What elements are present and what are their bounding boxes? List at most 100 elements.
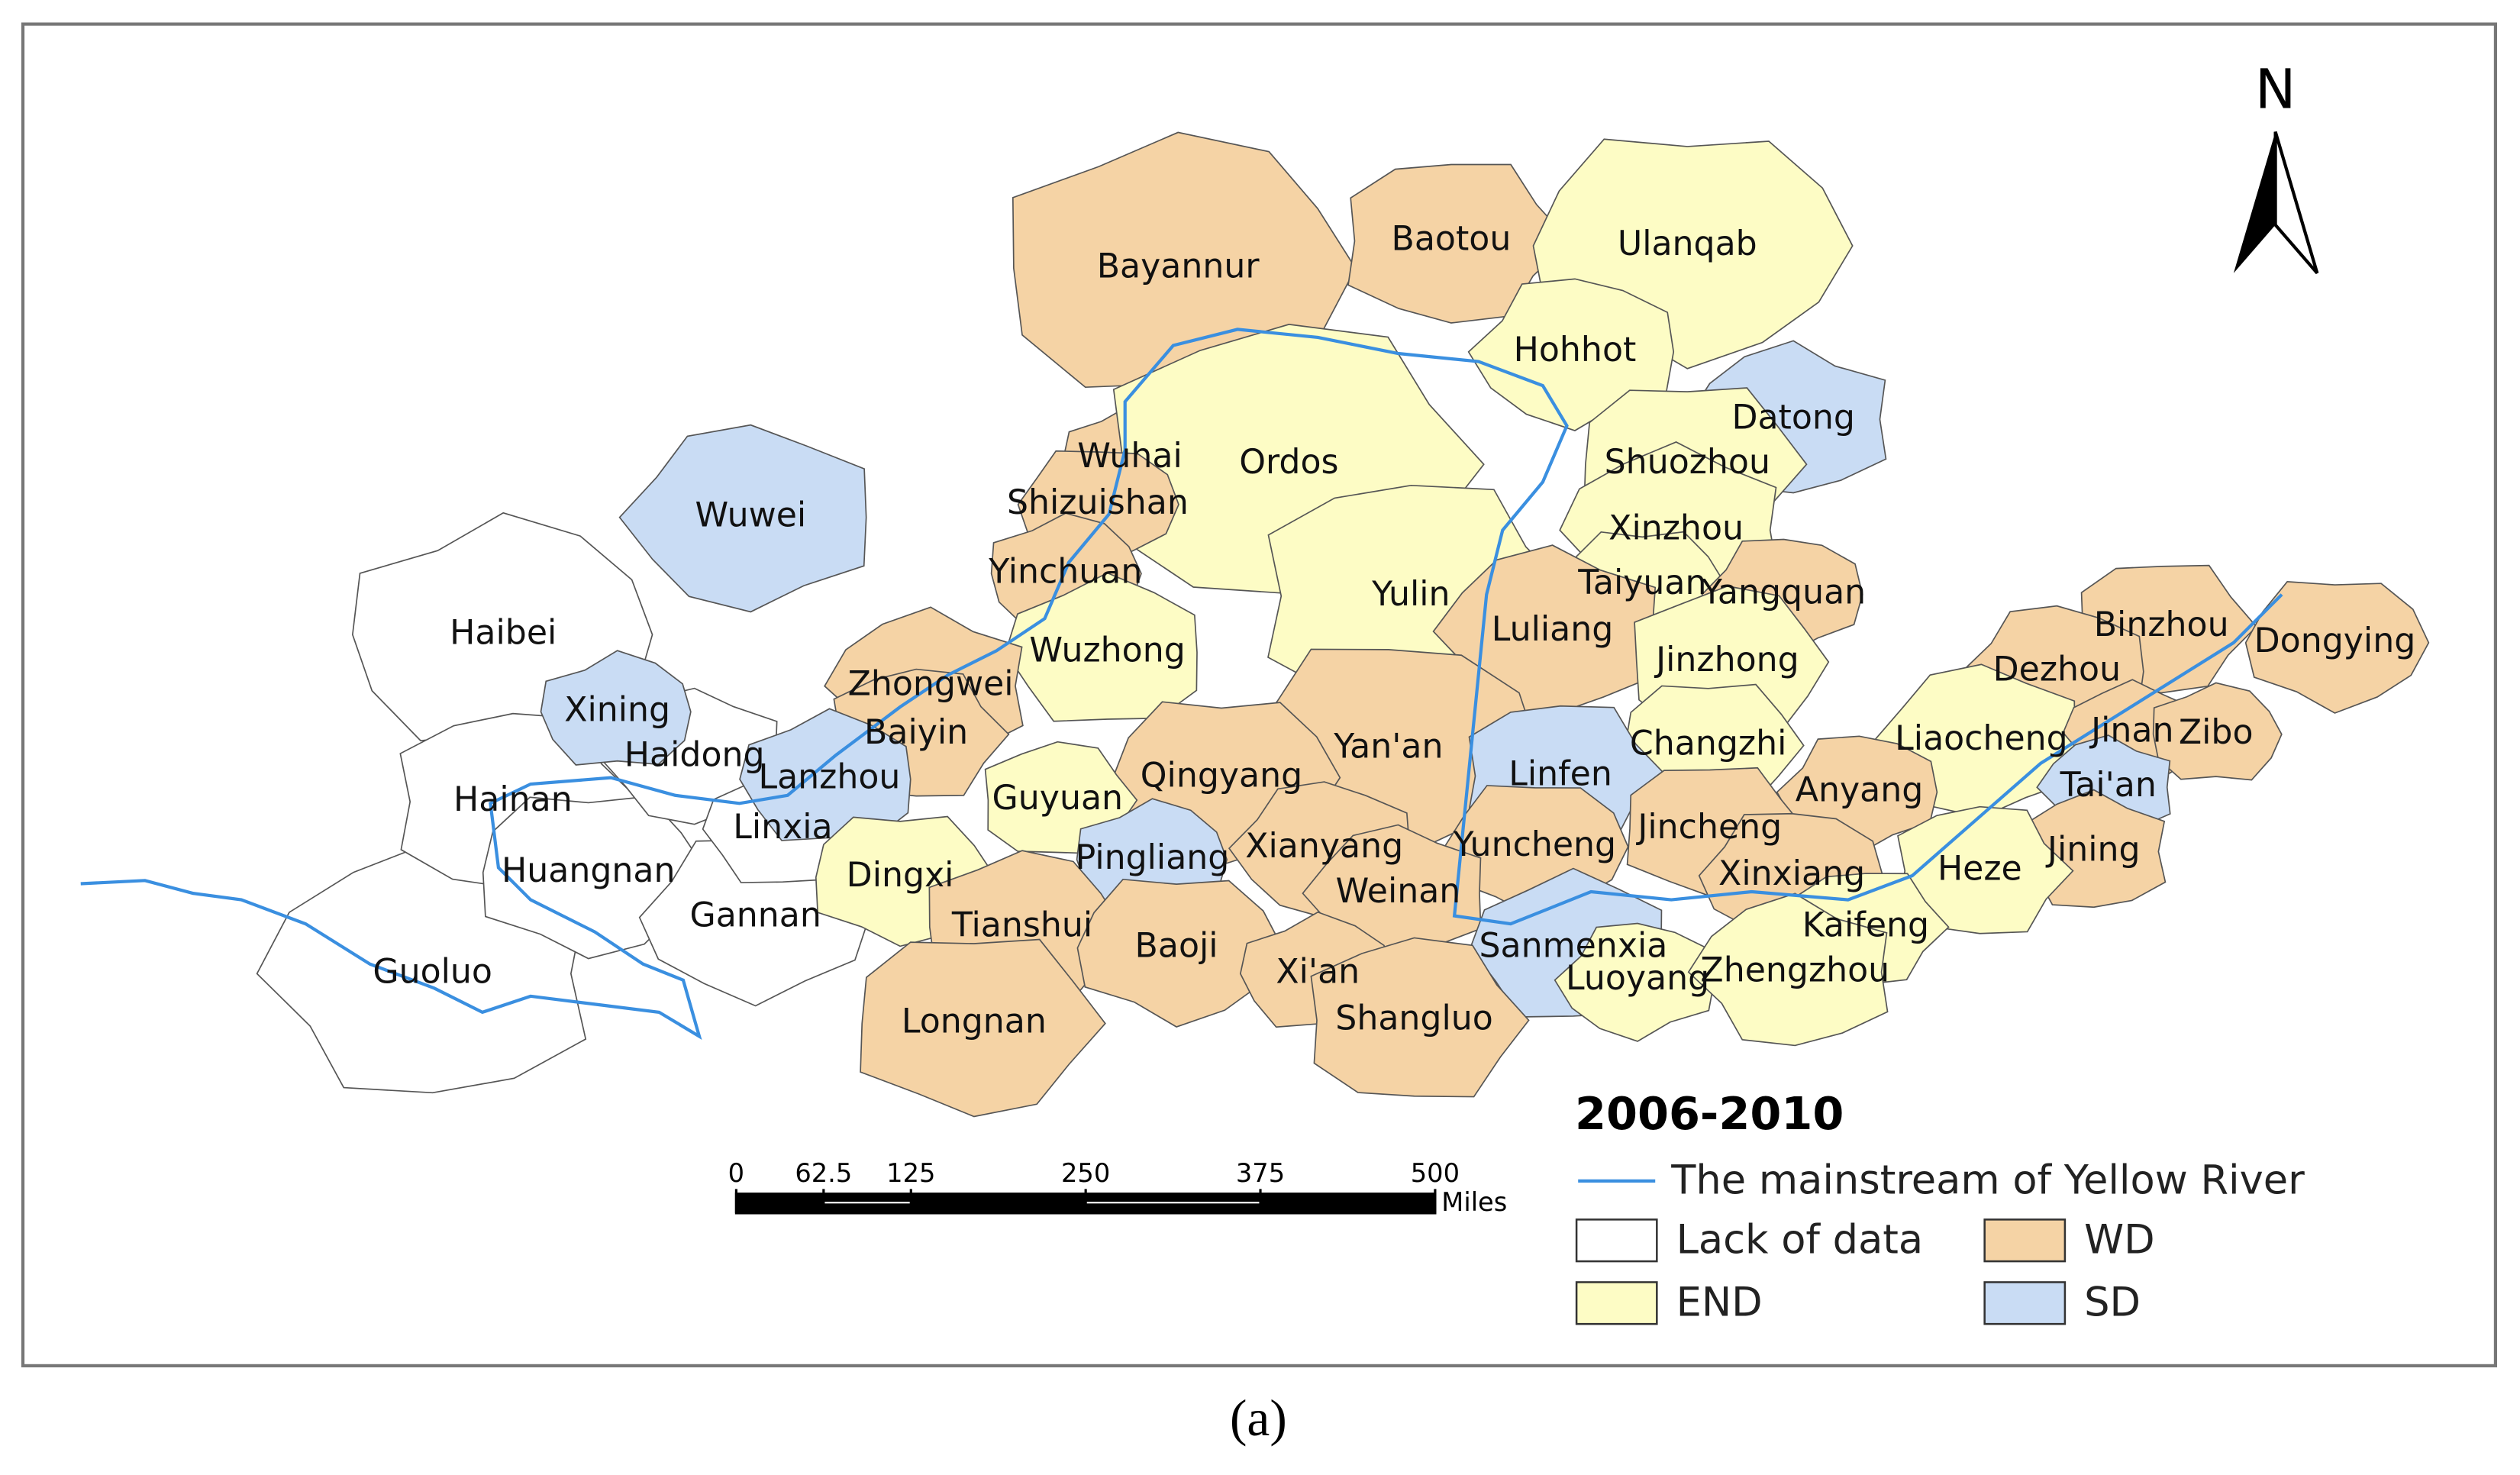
region-label: Wuzhong (1029, 631, 1185, 670)
legend-label: END (1676, 1280, 1763, 1326)
legend-label: WD (2084, 1216, 2155, 1263)
region-label: Haidong (624, 735, 765, 774)
region-label: Binzhou (2094, 605, 2229, 644)
region-label: Zhengzhou (1700, 951, 1889, 989)
region-label: Linfen (1508, 755, 1612, 794)
region (1076, 878, 1284, 1028)
caption: (a) (1230, 1389, 1287, 1447)
region (860, 938, 1106, 1118)
legend-label: Lack of data (1676, 1216, 1924, 1263)
region-label: Huangnan (502, 851, 675, 890)
region-label: Hainan (453, 780, 573, 819)
north-label: N (2255, 58, 2296, 121)
scale-segment (736, 1193, 824, 1213)
region-label: Guoluo (373, 952, 492, 991)
scale-tick-label: 125 (886, 1158, 935, 1188)
legend: 2006-2010 The mainstream of Yellow River… (1575, 1087, 2305, 1326)
region-label: Lanzhou (758, 758, 900, 797)
scale-segment (1086, 1193, 1261, 1202)
region-label: Haibei (450, 613, 557, 652)
region-label: Luliang (1492, 610, 1614, 649)
regions (256, 131, 2430, 1118)
region-label: Taiyuan (1577, 563, 1706, 602)
region-label: Tai'an (2060, 766, 2157, 805)
scale-tick-label: 500 (1411, 1158, 1460, 1188)
legend-river-label: The mainstream of Yellow River (1670, 1157, 2305, 1204)
north-arrow: N (2233, 58, 2319, 275)
north-arrow-right (2273, 131, 2319, 275)
region-label: Shuozhou (1605, 443, 1770, 482)
region-label: Xi'an (1276, 952, 1360, 991)
region-label: Zhongwei (848, 665, 1014, 704)
region (1897, 805, 2074, 934)
region-label: Wuhai (1077, 437, 1182, 476)
region-label: Zibo (2179, 713, 2254, 752)
region-label: Yan'an (1333, 728, 1443, 767)
region (618, 424, 867, 613)
region-label: Xining (564, 690, 670, 729)
legend-label: SD (2084, 1280, 2141, 1326)
region-label: Anyang (1796, 771, 1924, 810)
region-label: Yinchuan (988, 552, 1142, 591)
scale-tick-label: 62.5 (795, 1158, 852, 1188)
region-label: Jinzhong (1654, 641, 1799, 679)
region-label: Gannan (689, 896, 821, 935)
region-label: Yulin (1371, 575, 1450, 614)
legend-title: 2006-2010 (1575, 1087, 1844, 1140)
region (1554, 922, 1715, 1042)
region-label: Ordos (1239, 443, 1338, 482)
scale-segment (823, 1203, 912, 1213)
region-label: Weinan (1336, 872, 1461, 911)
region-label: Sanmenxia (1479, 927, 1667, 966)
region-label: Jining (2045, 830, 2141, 869)
region-label: Changzhi (1630, 725, 1786, 763)
yellow-river (80, 328, 2283, 1040)
region-label: Yangquan (1701, 573, 1866, 612)
region-label: Longnan (902, 1002, 1047, 1041)
region-label: Kaifeng (1802, 905, 1929, 944)
scale-tick-label: 375 (1236, 1158, 1285, 1188)
scale-segment (1086, 1203, 1261, 1213)
region-label: Shizuishan (1007, 483, 1189, 522)
legend-swatch (1983, 1281, 2067, 1325)
legend-swatch (1983, 1218, 2067, 1263)
region-label: Hohhot (1514, 331, 1637, 370)
region (540, 650, 692, 766)
region-label: Bayannur (1097, 247, 1260, 286)
region-label: Xinxiang (1718, 854, 1865, 893)
scale-segment (823, 1193, 912, 1202)
region-label: Jinan (2089, 712, 2173, 750)
region-label: Xianyang (1245, 827, 1403, 866)
scale-segment (1260, 1193, 1435, 1213)
region-label: Baotou (1392, 220, 1512, 259)
region (1310, 937, 1530, 1098)
region-label: Wuwei (695, 496, 806, 535)
legend-swatch (1575, 1281, 1658, 1325)
region-label: Liaocheng (1895, 719, 2068, 758)
scale-segment (911, 1193, 1086, 1213)
region (2244, 580, 2430, 714)
region (2152, 682, 2283, 781)
region-label: Yuncheng (1453, 825, 1616, 864)
region-label: Datong (1731, 398, 1855, 437)
region-label: Linxia (733, 808, 832, 847)
region-label: Qingyang (1141, 757, 1302, 796)
region-label: Heze (1938, 850, 2022, 889)
legend-swatch (1575, 1218, 1658, 1263)
region-label: Tianshui (951, 905, 1092, 944)
region-label: Ulanqab (1618, 224, 1757, 263)
region-label: Jincheng (1635, 808, 1782, 847)
region-label: Shangluo (1335, 999, 1493, 1038)
scale-tick-label: 250 (1061, 1158, 1110, 1188)
region-label: Dezhou (1993, 650, 2121, 689)
region-label: Baiyin (864, 713, 968, 752)
region-label: Dongying (2254, 621, 2416, 660)
scale-tick-label: 0 (728, 1158, 744, 1188)
scale-unit: Miles (1441, 1187, 1507, 1217)
region-label: Pingliang (1076, 838, 1230, 877)
region-label: Luoyang (1566, 959, 1709, 998)
region-label: Dingxi (847, 856, 954, 895)
